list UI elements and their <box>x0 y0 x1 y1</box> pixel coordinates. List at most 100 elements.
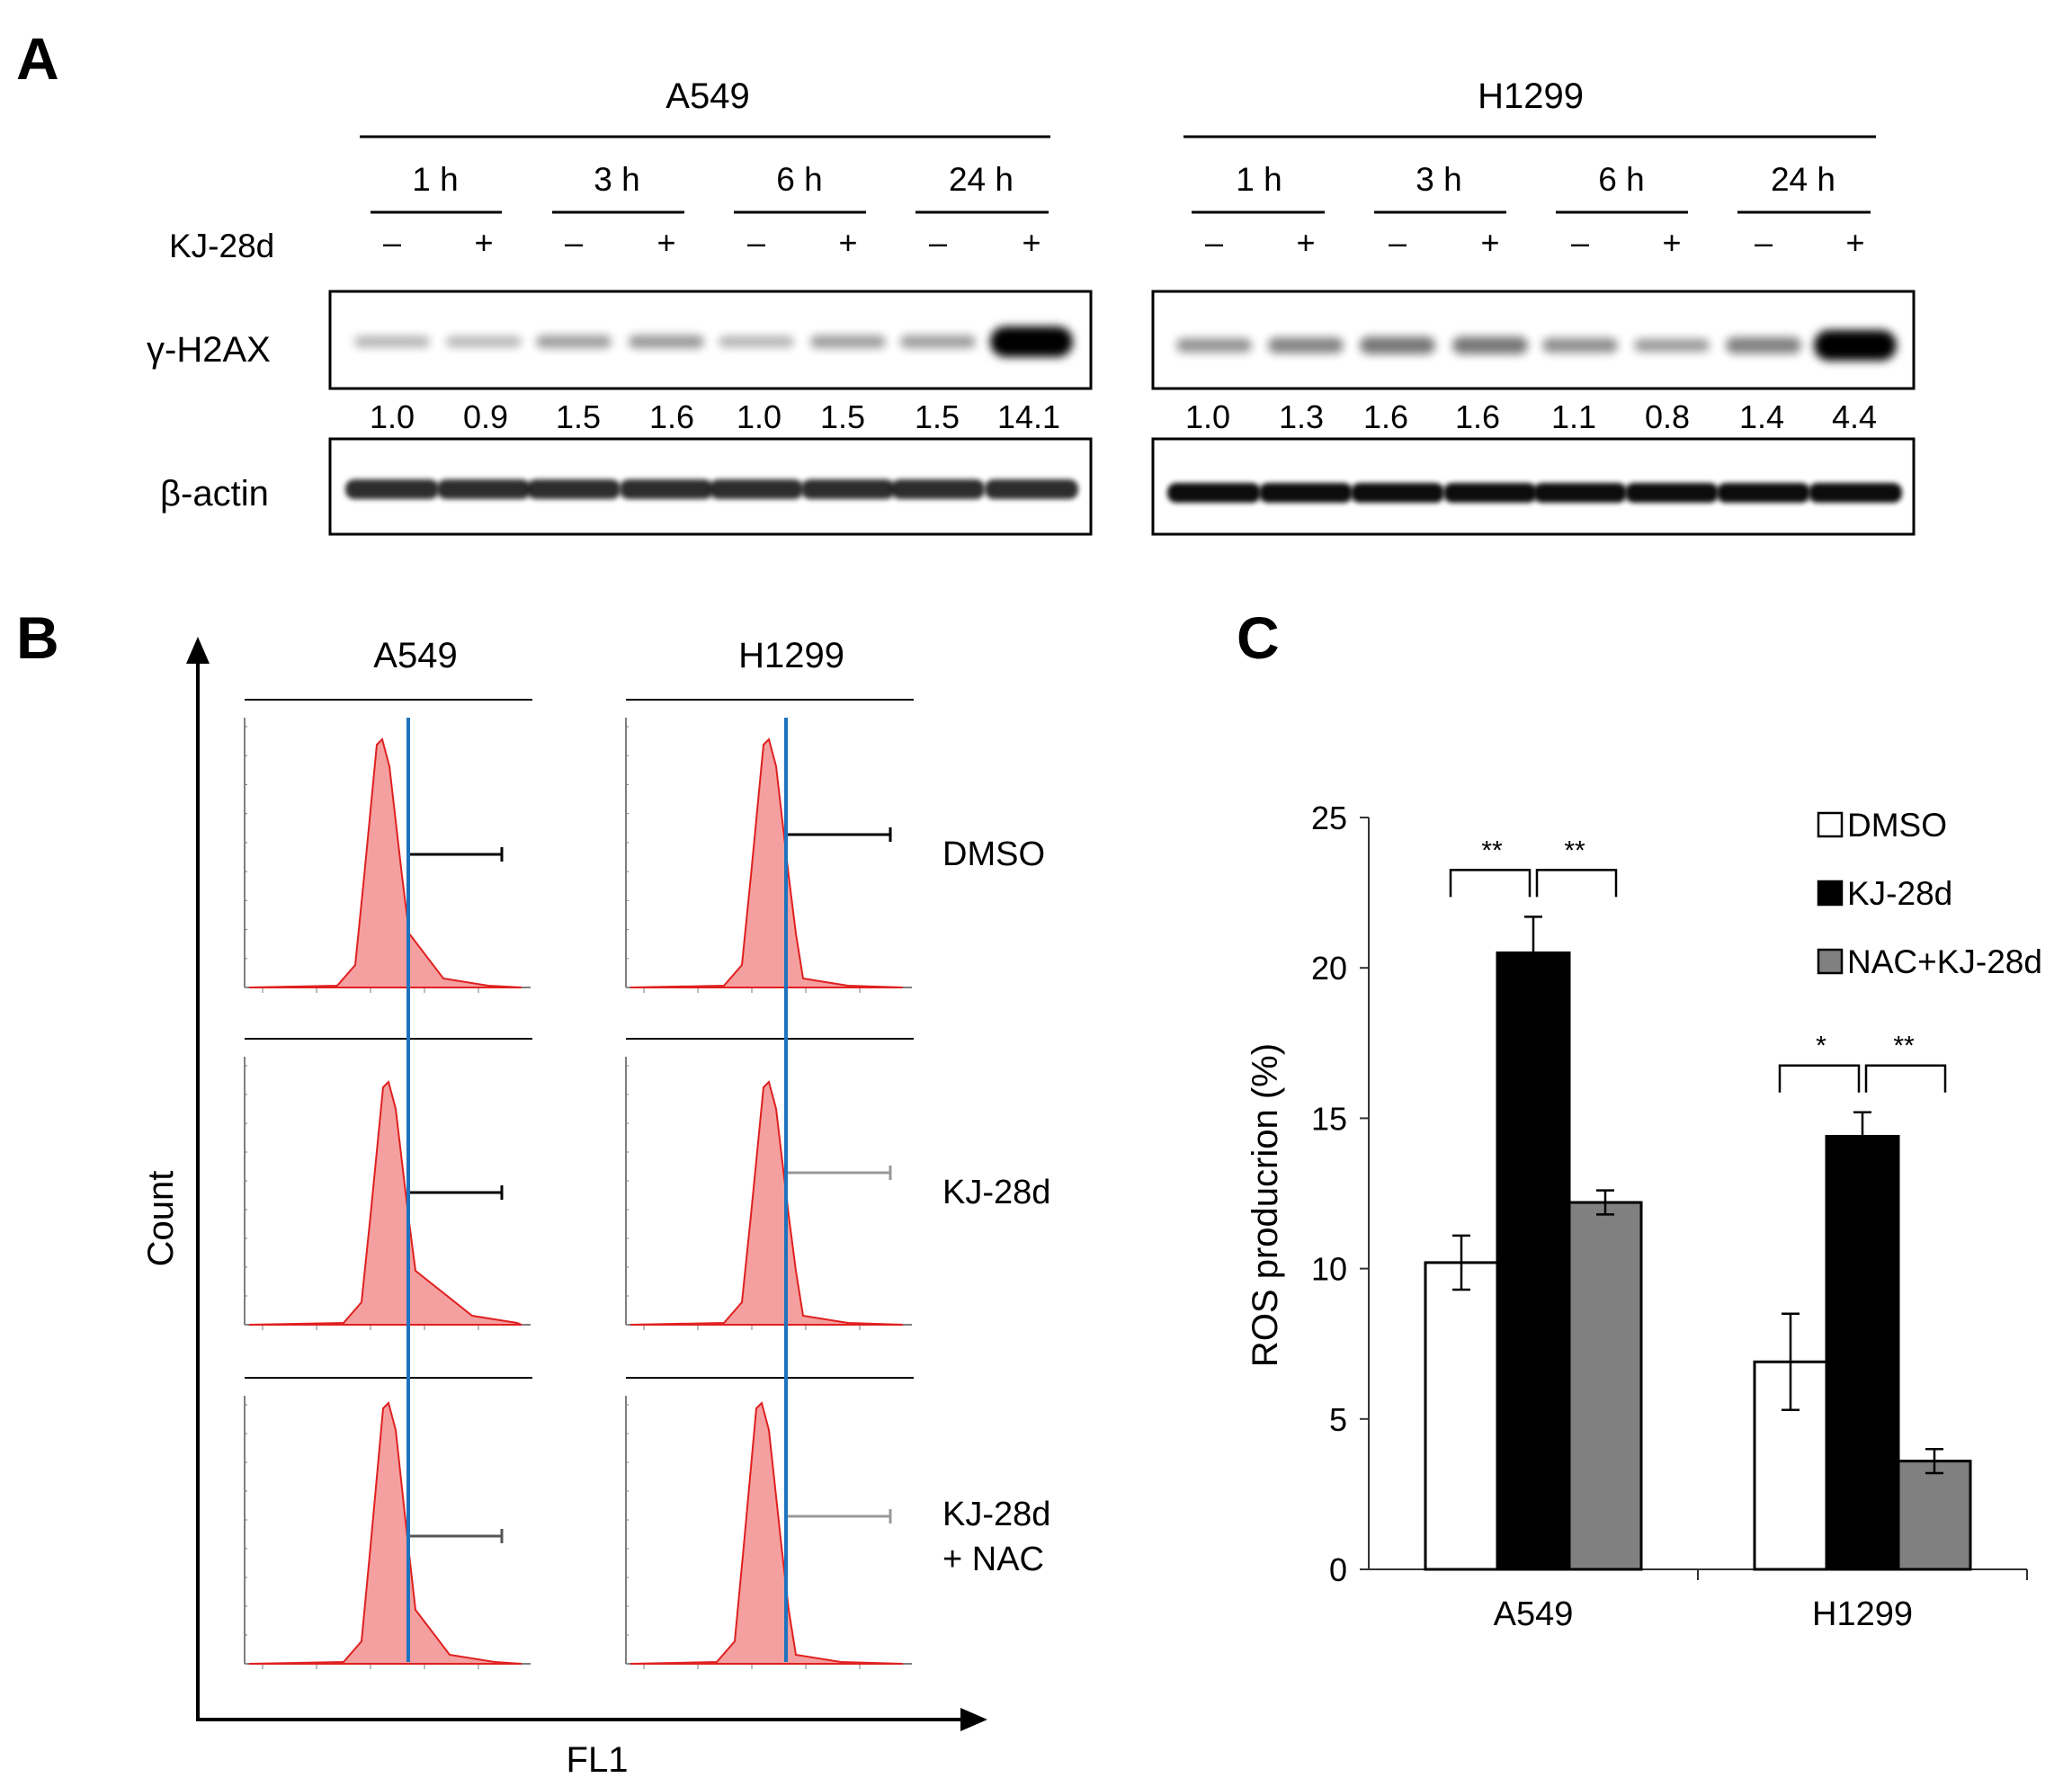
y-tick-label: 5 <box>1329 1401 1347 1438</box>
quant-value: 1.6 <box>1455 398 1500 435</box>
flow-histogram <box>244 1377 532 1669</box>
quant-value: 1.0 <box>737 398 781 435</box>
histogram-curve <box>630 1080 904 1326</box>
y-tick-label: 15 <box>1311 1100 1347 1137</box>
flow-histogram <box>625 1038 914 1330</box>
beta-actin-label: β-actin <box>160 474 269 514</box>
legend-swatch <box>1817 948 1844 975</box>
beta-actin-band <box>891 479 985 499</box>
quant-value: 1.5 <box>556 398 601 435</box>
beta-actin-band <box>1351 483 1444 503</box>
timepoint-label: 24 h <box>949 161 1014 198</box>
plus-sign: + <box>656 224 675 261</box>
chart-legend: DMSO KJ-28d NAC+KJ-28d <box>1817 807 2042 980</box>
quant-value: 1.1 <box>1551 398 1596 435</box>
flow-histogram <box>244 699 532 993</box>
x-category-label: A549 <box>1494 1595 1574 1633</box>
gamma-h2ax-blot-frame <box>328 290 1093 390</box>
timepoint-label: 1 h <box>1236 161 1282 198</box>
histogram-curve <box>630 1401 904 1665</box>
band-quantification: 1.0 1.3 1.6 1.6 1.1 0.8 1.4 4.4 <box>1185 398 1877 435</box>
quant-value: 1.3 <box>1279 398 1324 435</box>
gamma-h2ax-band <box>536 335 612 349</box>
significance-stars: * <box>1816 1032 1826 1061</box>
blot-cell-line-title: H1299 <box>1478 76 1584 116</box>
legend-swatch <box>1817 880 1844 907</box>
timepoint-label: 3 h <box>1416 161 1461 198</box>
western-blot-h1299: H1299 1 h 3 h 6 h 24 h – + – + – + – + 1… <box>1151 76 1916 536</box>
y-axis-title: Count <box>141 1171 181 1267</box>
y-axis-ticks: 0 5 10 15 20 25 <box>1311 800 2028 1588</box>
timepoint-label: 6 h <box>776 161 822 198</box>
quant-value: 4.4 <box>1832 398 1877 435</box>
gamma-h2ax-band <box>1634 338 1710 353</box>
gamma-h2ax-label: γ-H2AX <box>147 330 271 370</box>
gamma-h2ax-band <box>1176 338 1252 353</box>
legend-label: NAC+KJ-28d <box>1847 943 2042 980</box>
gamma-h2ax-band <box>1542 337 1618 353</box>
plus-sign: + <box>1022 224 1040 261</box>
band-quantification: 1.0 0.9 1.5 1.6 1.0 1.5 1.5 14.1 <box>370 398 1060 435</box>
beta-actin-band <box>801 479 895 499</box>
significance-bracket-right <box>1864 1064 1947 1093</box>
gamma-h2ax-band <box>354 335 430 348</box>
x-axis-title: FL1 <box>567 1740 629 1778</box>
flow-axes: Count FL1 <box>141 637 987 1778</box>
significance-stars: ** <box>1481 835 1503 865</box>
beta-actin-bands <box>345 479 1078 499</box>
timepoint-label: 24 h <box>1771 161 1835 198</box>
gamma-h2ax-band <box>1452 336 1528 354</box>
quant-value: 1.6 <box>1363 398 1408 435</box>
histogram-curve <box>248 1401 522 1665</box>
minus-sign: – <box>565 224 583 261</box>
minus-sign: – <box>383 224 401 261</box>
gamma-h2ax-band <box>719 335 794 348</box>
beta-actin-band <box>710 479 803 499</box>
y-tick-label: 10 <box>1311 1251 1347 1288</box>
plus-sign: + <box>1845 224 1864 261</box>
flow-column-h1299: H1299 <box>738 636 844 675</box>
flow-row-label-nac-line: + NAC <box>942 1541 1044 1578</box>
beta-actin-band <box>437 479 531 499</box>
flow-histogram <box>625 1377 914 1669</box>
beta-actin-band <box>1259 483 1353 503</box>
legend-swatch <box>1817 811 1844 838</box>
panel-a-letter: A <box>16 25 59 92</box>
gamma-h2ax-band <box>629 335 704 349</box>
significance-stars: ** <box>1564 835 1585 865</box>
timepoint-label: 6 h <box>1598 161 1644 198</box>
flow-histogram <box>244 1038 532 1330</box>
plus-sign: + <box>838 224 857 261</box>
bar-kj-28d <box>1825 1134 1900 1571</box>
minus-sign: – <box>1205 224 1223 261</box>
plus-sign: + <box>1662 224 1681 261</box>
beta-actin-band <box>345 479 439 499</box>
bar-kj-28d <box>1496 951 1571 1571</box>
quant-value: 0.8 <box>1645 398 1690 435</box>
quant-value: 1.5 <box>820 398 865 435</box>
significance-bracket-right <box>1535 869 1618 898</box>
flow-row-label-dmso: DMSO <box>942 835 1045 873</box>
y-arrowhead-icon <box>186 637 210 664</box>
timepoint-headers: 1 h 3 h 6 h 24 h <box>371 161 1049 214</box>
minus-sign: – <box>1389 224 1407 261</box>
gamma-h2ax-band <box>1814 330 1897 361</box>
minus-sign: – <box>929 224 947 261</box>
significance-stars: ** <box>1893 1032 1915 1061</box>
quant-value: 14.1 <box>997 398 1060 435</box>
histogram-curve <box>248 1080 522 1326</box>
minus-sign: – <box>747 224 765 261</box>
y-tick-label: 25 <box>1311 800 1347 836</box>
x-category-label: H1299 <box>1812 1595 1913 1633</box>
beta-actin-band <box>620 479 713 499</box>
beta-actin-band <box>1443 483 1537 503</box>
legend-label: KJ-28d <box>1847 875 1952 912</box>
flow-column-a549: A549 <box>373 636 457 675</box>
quant-value: 1.0 <box>1185 398 1230 435</box>
blot-cell-line-title: A549 <box>665 76 749 116</box>
gamma-h2ax-bands <box>354 326 1073 357</box>
bar-dmso <box>1424 1261 1499 1571</box>
bar-nac-kj-28d <box>1897 1460 1972 1571</box>
histogram-curve <box>630 737 904 988</box>
